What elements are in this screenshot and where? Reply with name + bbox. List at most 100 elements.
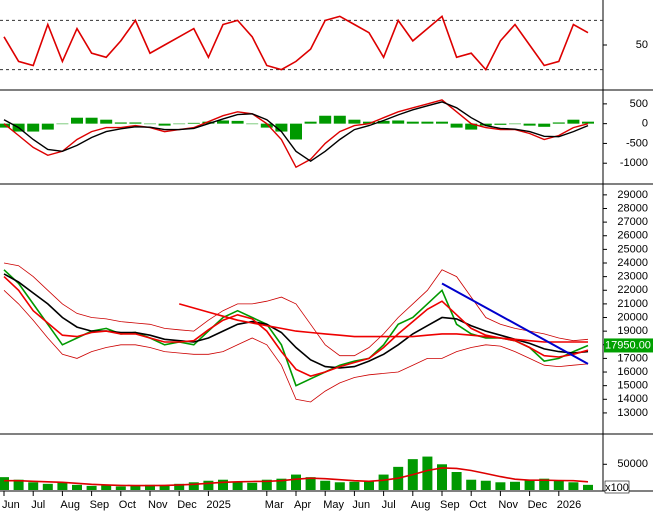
histogram-bar bbox=[275, 123, 288, 132]
histogram-bar bbox=[406, 121, 419, 124]
volume-bar bbox=[451, 472, 462, 490]
macd-line bbox=[3, 101, 589, 163]
y-tick-label: 16000 bbox=[617, 366, 648, 378]
y-tick-label: 17000 bbox=[617, 352, 648, 364]
x-tick-label: Jul bbox=[382, 499, 396, 511]
trend-line bbox=[441, 282, 589, 365]
histogram-bar bbox=[509, 123, 521, 125]
volume-bar bbox=[291, 474, 301, 490]
volume-bar bbox=[232, 482, 243, 490]
volume-bar bbox=[553, 480, 564, 490]
oscillator-line bbox=[3, 14, 589, 72]
histogram-bar bbox=[260, 123, 273, 128]
histogram-bar bbox=[582, 121, 594, 124]
y-tick-label: 50 bbox=[636, 39, 648, 51]
histogram-bar bbox=[567, 119, 580, 124]
price-line bbox=[3, 262, 589, 357]
x-tick-label: Oct bbox=[119, 499, 136, 511]
x-tick-label: 2026 bbox=[557, 499, 581, 511]
volume-bar bbox=[422, 456, 433, 490]
volume-bar bbox=[57, 482, 68, 490]
histogram-bar bbox=[333, 115, 346, 124]
volume-bar bbox=[466, 479, 477, 490]
volume-bar bbox=[378, 474, 389, 490]
volume-bar bbox=[247, 482, 258, 490]
y-tick-label: 21000 bbox=[617, 298, 648, 310]
volume-bar bbox=[568, 482, 579, 490]
histogram-bar bbox=[56, 123, 69, 125]
volume-bar bbox=[188, 482, 199, 490]
x-tick-label: Sep bbox=[440, 499, 460, 511]
volume-bar bbox=[42, 483, 53, 490]
x-tick-label: Aug bbox=[411, 499, 431, 511]
x-tick-label: 2025 bbox=[206, 499, 230, 511]
y-tick-label: 0 bbox=[642, 118, 648, 130]
histogram-bar bbox=[129, 122, 142, 124]
histogram-bar bbox=[144, 123, 156, 125]
volume-bar bbox=[320, 480, 331, 490]
volume-bar bbox=[510, 481, 520, 490]
histogram-bar bbox=[377, 120, 390, 124]
x-tick-label: Mar bbox=[265, 499, 284, 511]
x-tick-label: Jun bbox=[352, 499, 370, 511]
histogram-bar bbox=[0, 123, 10, 128]
histogram-bar bbox=[173, 123, 186, 125]
x-tick-label: Nov bbox=[498, 499, 518, 511]
volume-bar bbox=[334, 482, 345, 490]
histogram-bar bbox=[523, 123, 536, 126]
histogram-bar bbox=[436, 121, 448, 124]
price-line bbox=[3, 276, 589, 377]
y-tick-label: 15000 bbox=[617, 380, 648, 392]
x-tick-label: Dec bbox=[177, 499, 197, 511]
volume-bar bbox=[364, 480, 374, 490]
histogram-bar bbox=[304, 121, 317, 124]
volume-bar bbox=[495, 482, 506, 490]
volume-bar bbox=[13, 479, 24, 490]
volume-bar bbox=[130, 485, 141, 490]
volume-bar bbox=[437, 464, 447, 490]
histogram-bar bbox=[538, 123, 551, 127]
last-price-box bbox=[604, 338, 653, 353]
last-price-label: 17950.00 bbox=[605, 339, 651, 351]
histogram-bar bbox=[231, 120, 244, 124]
histogram-bar bbox=[290, 123, 302, 140]
y-tick-label: 14000 bbox=[617, 393, 648, 405]
y-tick-label: 500 bbox=[630, 98, 648, 110]
y-tick-label: 26000 bbox=[617, 230, 648, 242]
volume-bar bbox=[72, 484, 82, 490]
x-tick-label: May bbox=[323, 499, 344, 511]
y-tick-label: 24000 bbox=[617, 257, 648, 269]
volume-bar bbox=[159, 485, 170, 490]
y-tick-label: -1000 bbox=[620, 157, 648, 169]
histogram-bar bbox=[100, 119, 113, 124]
volume-bar bbox=[218, 479, 228, 490]
unit-label: x100 bbox=[605, 482, 629, 494]
histogram-bar bbox=[479, 123, 492, 126]
x-tick-label: Sep bbox=[90, 499, 110, 511]
volume-bar bbox=[145, 484, 155, 490]
histogram-bar bbox=[363, 121, 375, 124]
x-tick-label: Aug bbox=[60, 499, 80, 511]
volume-bar bbox=[524, 479, 535, 490]
volume-bar bbox=[261, 479, 272, 490]
volume-bar bbox=[276, 478, 287, 490]
x-tick-label: Jun bbox=[2, 499, 20, 511]
y-tick-label: 50000 bbox=[617, 458, 648, 470]
histogram-bar bbox=[450, 123, 463, 128]
volume-ma-line bbox=[4, 467, 589, 487]
volume-bar bbox=[174, 483, 185, 490]
histogram-bar bbox=[552, 122, 565, 124]
histogram-bar bbox=[158, 123, 171, 126]
y-tick-label: 13000 bbox=[617, 407, 648, 419]
price-line bbox=[178, 303, 588, 343]
histogram-bar bbox=[71, 117, 83, 124]
y-tick-label: 27000 bbox=[617, 216, 648, 228]
volume-bar bbox=[101, 485, 112, 490]
histogram-bar bbox=[348, 119, 361, 124]
histogram-bar bbox=[27, 123, 40, 132]
histogram-bar bbox=[494, 123, 507, 125]
histogram-bar bbox=[246, 123, 259, 125]
histogram-bar bbox=[41, 123, 54, 130]
